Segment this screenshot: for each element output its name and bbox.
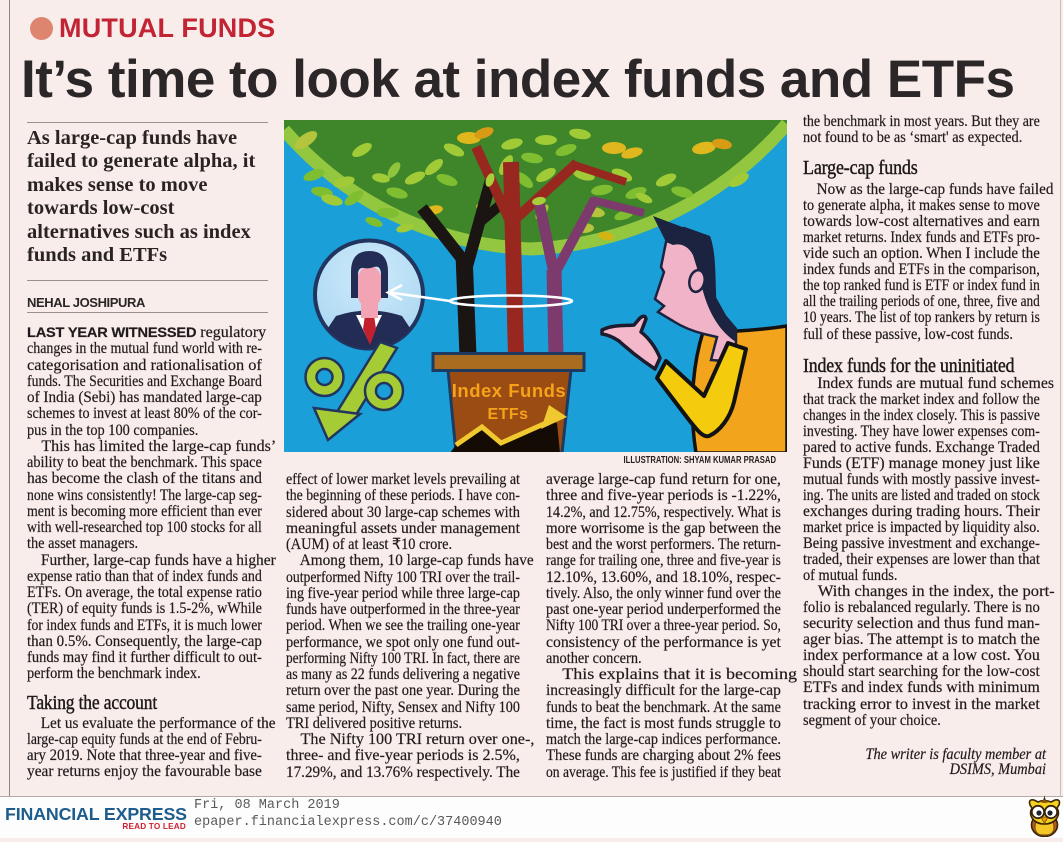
svg-text:ETFs: ETFs	[487, 406, 528, 423]
svg-text:Index Funds: Index Funds	[452, 380, 566, 401]
